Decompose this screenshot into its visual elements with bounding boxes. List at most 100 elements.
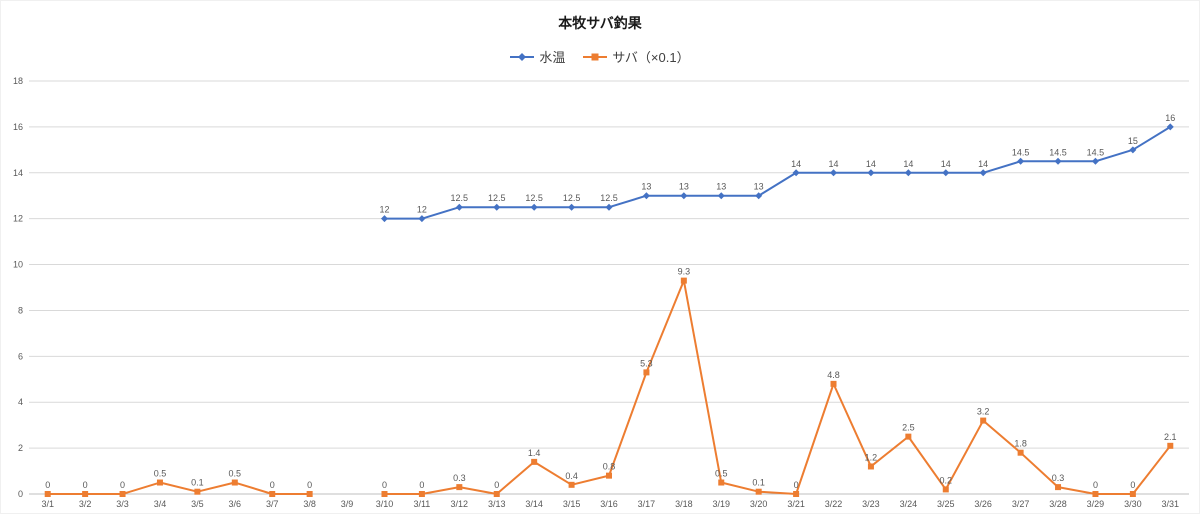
data-point-marker: [1091, 157, 1099, 165]
x-axis-label: 3/7: [266, 499, 279, 509]
x-axis-label: 3/9: [341, 499, 354, 509]
data-point-marker: [119, 491, 126, 497]
data-point-marker: [755, 488, 762, 495]
data-label: 14.5: [1049, 147, 1067, 157]
y-axis-label: 10: [13, 260, 23, 270]
data-point-marker: [867, 463, 874, 470]
data-label: 12: [417, 205, 427, 215]
y-axis-label: 14: [13, 168, 23, 178]
x-axis-label: 3/3: [116, 499, 129, 509]
x-axis-label: 3/2: [79, 499, 92, 509]
data-label: 5.3: [640, 358, 653, 368]
data-point-marker: [905, 433, 912, 440]
x-axis-label: 3/8: [303, 499, 316, 509]
data-point-marker: [269, 491, 276, 497]
y-axis-label: 0: [18, 489, 23, 499]
x-axis-label: 3/24: [900, 499, 918, 509]
data-label: 13: [716, 182, 726, 192]
data-point-marker: [306, 491, 313, 497]
data-point-marker: [605, 203, 613, 211]
data-label: 12.5: [525, 193, 543, 203]
data-label: 14: [829, 159, 839, 169]
legend-label: サバ（×0.1）: [612, 50, 690, 65]
data-label: 14.5: [1012, 147, 1030, 157]
data-label: 14: [903, 159, 913, 169]
legend: 水温 サバ（×0.1）: [1, 47, 1199, 66]
x-axis-label: 3/10: [376, 499, 394, 509]
data-label: 13: [641, 182, 651, 192]
x-axis-label: 3/23: [862, 499, 880, 509]
x-axis-label: 3/20: [750, 499, 768, 509]
data-point-marker: [82, 491, 89, 497]
data-label: 0: [494, 480, 499, 490]
data-point-marker: [904, 169, 912, 177]
data-label: 12.5: [600, 193, 618, 203]
series-line: [383, 125, 1172, 220]
data-label: 0: [419, 480, 424, 490]
x-axis-label: 3/14: [525, 499, 543, 509]
data-label: 0: [1093, 480, 1098, 490]
data-point-marker: [156, 479, 163, 486]
data-point-marker: [792, 169, 800, 177]
data-point-marker: [1092, 491, 1099, 497]
data-point-marker: [680, 277, 687, 284]
data-label: 0.1: [191, 478, 204, 488]
x-axis-label: 3/27: [1012, 499, 1030, 509]
data-point-marker: [44, 491, 51, 497]
data-label: 2.1: [1164, 432, 1177, 442]
x-axis-label: 3/15: [563, 499, 581, 509]
data-point-marker: [1167, 442, 1174, 449]
data-point-marker: [606, 472, 612, 479]
data-point-marker: [493, 491, 500, 497]
data-point-marker: [530, 203, 538, 211]
y-axis-label: 12: [13, 214, 23, 224]
data-point-marker: [531, 458, 538, 465]
data-point-marker: [979, 169, 987, 177]
data-label: 12.5: [563, 193, 581, 203]
data-point-marker: [568, 203, 576, 211]
data-point-marker: [755, 192, 763, 200]
data-point-marker: [231, 479, 238, 486]
data-label: 2.5: [902, 423, 915, 433]
x-axis-label: 3/11: [413, 499, 430, 509]
data-label: 0: [794, 480, 799, 490]
diamond-legend-marker-icon: [510, 52, 535, 61]
data-point-marker: [418, 215, 426, 223]
y-axis-label: 18: [13, 76, 23, 86]
data-label: 14.5: [1087, 147, 1105, 157]
x-axis-label: 3/5: [191, 499, 204, 509]
data-point-marker: [942, 486, 949, 493]
data-point-marker: [418, 491, 425, 497]
data-point-marker: [1129, 491, 1136, 497]
data-point-marker: [455, 203, 463, 211]
data-label: 0: [83, 480, 88, 490]
x-axis-label: 3/31: [1162, 499, 1180, 509]
data-point-marker: [830, 380, 837, 387]
data-point-marker: [793, 491, 800, 497]
data-label: 0.5: [715, 469, 728, 479]
x-axis-label: 3/6: [229, 499, 242, 509]
data-label: 0.3: [453, 473, 466, 483]
x-axis-label: 3/21: [787, 499, 805, 509]
data-point-marker: [1129, 146, 1137, 154]
x-axis-label: 3/12: [451, 499, 469, 509]
x-axis-label: 3/1: [41, 499, 54, 509]
data-label: 14: [941, 159, 951, 169]
x-axis-label: 3/4: [154, 499, 167, 509]
data-label: 1.8: [1014, 439, 1027, 449]
x-axis-label: 3/30: [1124, 499, 1142, 509]
chart-title: 本牧サバ釣果: [558, 15, 642, 31]
square-legend-marker-icon: [583, 53, 608, 60]
x-axis-label: 3/13: [488, 499, 506, 509]
plot-area: 0 2 4 6 8 10 12 14 16 18 3/1 3/2 3/3 3/4 3/5 3/6 3/7 3/8 3…: [13, 76, 1189, 509]
data-point-marker: [380, 215, 388, 223]
data-label: 12.5: [488, 193, 506, 203]
y-axis-label: 16: [13, 122, 23, 132]
legend-item: 水温: [510, 47, 565, 66]
data-point-marker: [642, 192, 650, 200]
data-point-marker: [718, 479, 725, 486]
data-point-marker: [942, 169, 950, 177]
legend-item: サバ（×0.1）: [583, 47, 690, 66]
data-point-marker: [568, 481, 575, 488]
data-point-marker: [381, 491, 388, 497]
